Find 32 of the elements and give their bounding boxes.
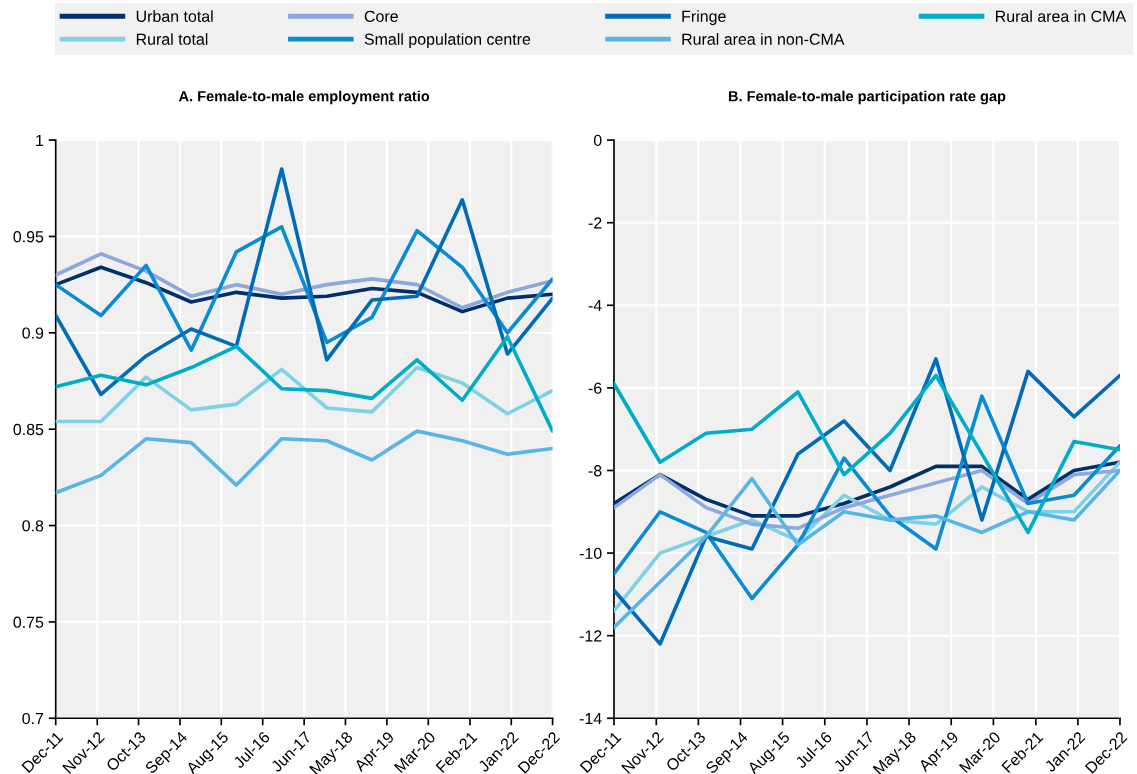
chart-title: B. Female-to-male participation rate gap xyxy=(728,90,1006,105)
legend-label: Urban total xyxy=(136,10,213,22)
y-tick-label: 0.95 xyxy=(13,231,44,243)
line-series xyxy=(55,225,553,352)
line-series xyxy=(613,357,1120,646)
y-tick-label: 0 xyxy=(593,134,602,147)
y-tick-label: -12 xyxy=(579,630,602,642)
y-tick-label: 1 xyxy=(36,134,44,146)
y-tick-label: -2 xyxy=(588,217,602,229)
legend-label: Rural area in non-CMA xyxy=(682,33,845,45)
y-tick-label: 0.85 xyxy=(13,423,44,436)
line-series xyxy=(55,334,553,433)
legend-label: Core xyxy=(364,10,398,22)
legend-label: Fringe xyxy=(682,10,726,26)
line-series xyxy=(613,394,1120,601)
legend-label: Small population centre xyxy=(364,33,531,49)
y-tick-label: -10 xyxy=(579,547,602,560)
line-series xyxy=(55,365,553,424)
line-series xyxy=(613,373,1120,535)
y-tick-label: -8 xyxy=(588,465,602,477)
line-series xyxy=(55,429,553,495)
y-tick-label: -6 xyxy=(588,382,602,394)
y-tick-label: -4 xyxy=(588,300,602,312)
legend-label: Rural total xyxy=(136,33,208,45)
y-tick-label: 0.7 xyxy=(22,712,44,725)
y-tick-label: 0.8 xyxy=(22,520,44,532)
legend-label: Rural area in CMA xyxy=(996,10,1127,22)
line-series xyxy=(55,167,553,397)
y-tick-label: 0.9 xyxy=(22,327,44,339)
y-tick-label: -14 xyxy=(579,713,602,725)
chart-title: A. Female-to-male employment ratio xyxy=(178,90,430,105)
y-tick-label: 0.75 xyxy=(13,616,44,628)
